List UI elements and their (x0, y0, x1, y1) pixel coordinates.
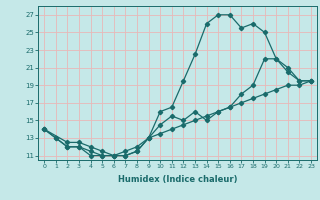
X-axis label: Humidex (Indice chaleur): Humidex (Indice chaleur) (118, 175, 237, 184)
